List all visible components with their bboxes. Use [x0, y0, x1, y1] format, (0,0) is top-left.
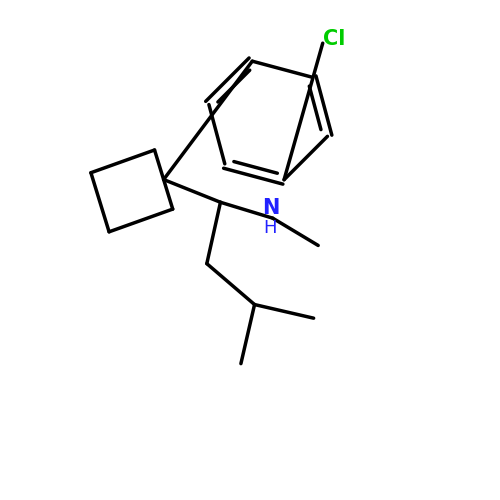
Text: N: N — [262, 198, 279, 218]
Text: H: H — [264, 219, 277, 237]
Text: Cl: Cl — [323, 28, 345, 48]
